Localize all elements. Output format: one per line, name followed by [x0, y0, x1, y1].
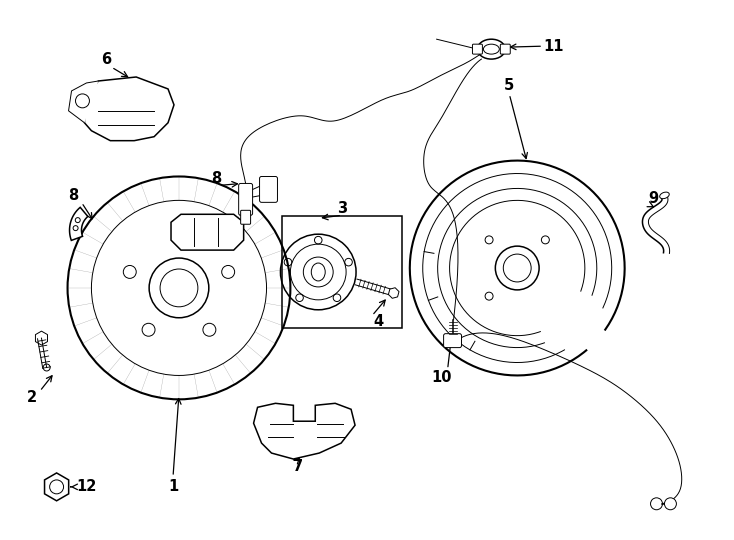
Polygon shape: [84, 77, 174, 140]
Ellipse shape: [660, 192, 669, 199]
Text: 11: 11: [544, 39, 564, 53]
Text: 12: 12: [76, 480, 97, 495]
Polygon shape: [171, 214, 244, 250]
FancyBboxPatch shape: [473, 44, 482, 54]
Polygon shape: [70, 207, 88, 240]
Text: 4: 4: [373, 314, 383, 329]
Text: 7: 7: [294, 460, 303, 475]
Text: 6: 6: [101, 52, 112, 66]
Circle shape: [664, 498, 677, 510]
Text: 1: 1: [168, 480, 178, 495]
Ellipse shape: [477, 39, 505, 59]
Polygon shape: [68, 81, 98, 123]
Text: 2: 2: [26, 390, 37, 405]
FancyBboxPatch shape: [501, 44, 510, 54]
Circle shape: [650, 498, 663, 510]
Text: 5: 5: [504, 78, 515, 93]
Bar: [283, 217, 401, 328]
Polygon shape: [45, 473, 69, 501]
FancyBboxPatch shape: [443, 334, 462, 348]
Circle shape: [76, 94, 90, 108]
FancyBboxPatch shape: [260, 177, 277, 202]
FancyBboxPatch shape: [239, 184, 252, 215]
Text: 3: 3: [337, 201, 347, 216]
Text: 9: 9: [648, 191, 658, 206]
Polygon shape: [253, 403, 355, 459]
Text: 8: 8: [211, 171, 221, 186]
Text: 8: 8: [68, 188, 79, 203]
FancyBboxPatch shape: [241, 210, 250, 224]
Polygon shape: [388, 288, 399, 298]
Text: 10: 10: [432, 370, 452, 385]
